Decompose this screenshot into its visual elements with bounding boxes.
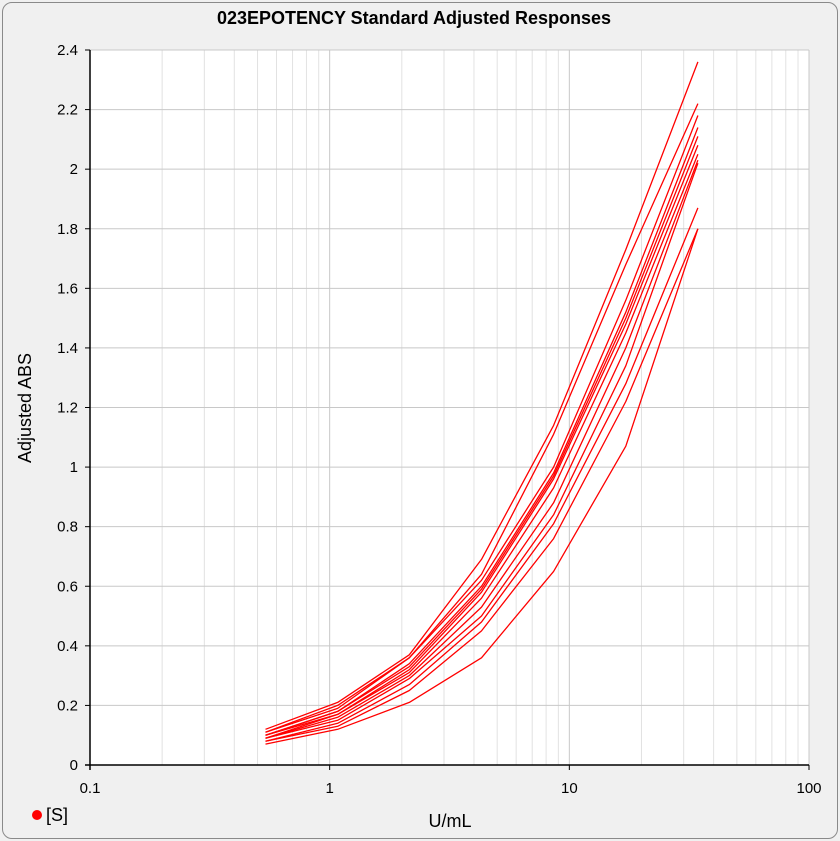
tick-labels: 0 0.2 0.4 0.6 0.8 1 1.2 1.4 1.6 1.8 2 2.2 2.4 0.1 1 10 1… <box>57 42 821 797</box>
axes <box>85 49 810 770</box>
y-tick-label: 2 <box>70 161 78 178</box>
series-line <box>265 136 699 736</box>
series-line <box>265 103 699 733</box>
series-line <box>265 115 699 733</box>
legend[interactable]: [S] <box>32 800 92 830</box>
y-tick-label: 1.6 <box>57 280 78 297</box>
series-line <box>265 154 699 739</box>
x-tick-label: 0.1 <box>80 780 101 797</box>
y-tick-label: 2.4 <box>57 42 78 59</box>
y-tick-label: 0 <box>70 757 78 774</box>
series-line <box>265 162 699 739</box>
chart-title: 023EPOTENCY Standard Adjusted Responses <box>217 8 611 28</box>
y-tick-label: 1.4 <box>57 340 78 357</box>
y-tick-label: 0.8 <box>57 519 78 536</box>
series-line <box>265 228 699 745</box>
x-tick-label: 10 <box>561 780 578 797</box>
x-axis-label: U/mL <box>428 811 471 831</box>
legend-marker-icon <box>32 810 42 820</box>
series-group <box>265 61 699 745</box>
y-tick-label: 1.8 <box>57 221 78 238</box>
series-line <box>265 159 699 739</box>
y-tick-label: 2.2 <box>57 102 78 119</box>
y-tick-label: 1 <box>70 459 78 476</box>
y-tick-label: 0.6 <box>57 578 78 595</box>
series-line <box>265 61 699 730</box>
y-tick-label: 0.2 <box>57 697 78 714</box>
y-tick-label: 0.4 <box>57 638 78 655</box>
series-line <box>265 228 699 742</box>
y-tick-label: 1.2 <box>57 400 78 417</box>
x-tick-label: 100 <box>796 780 821 797</box>
legend-label: [S] <box>46 804 69 825</box>
grid <box>89 49 810 766</box>
y-axis-label: Adjusted ABS <box>15 353 35 463</box>
x-tick-label: 1 <box>325 780 333 797</box>
series-line <box>265 207 699 742</box>
